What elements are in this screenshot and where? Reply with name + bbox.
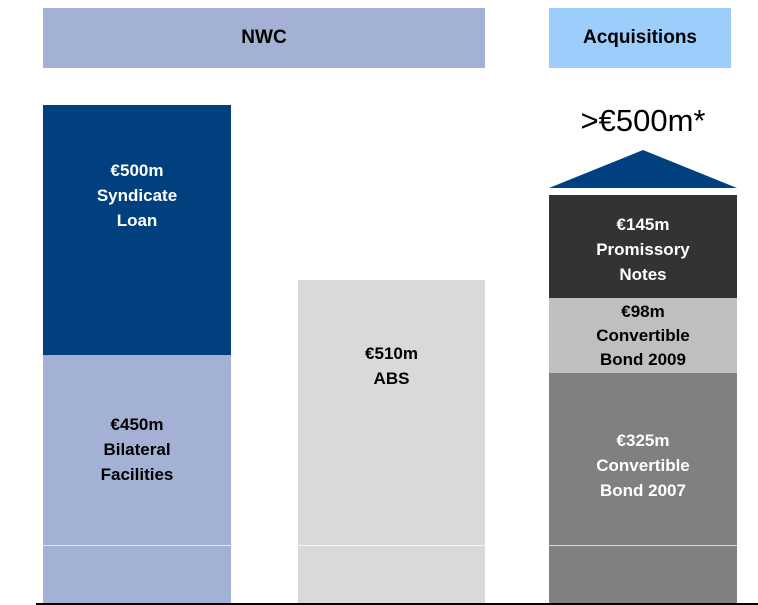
label-line: Syndicate — [96, 186, 178, 205]
axis-break — [298, 545, 485, 546]
block-label: €500m Syndicate Loan — [43, 158, 231, 233]
label-line: Bilateral — [103, 440, 171, 459]
label-line: Convertible — [596, 326, 690, 345]
header: NWC — [43, 8, 485, 68]
label-line: Notes — [619, 265, 667, 284]
label-line: Bond 2007 — [600, 481, 686, 500]
block: €510m ABS — [298, 280, 485, 605]
header: Acquisitions — [549, 8, 731, 68]
label-line: €450m — [110, 415, 164, 434]
label-line: €98m — [621, 302, 665, 321]
axis-break — [43, 545, 231, 546]
block-label: €325m Convertible Bond 2007 — [549, 428, 737, 503]
label-line: €325m — [616, 431, 670, 450]
block-label: €145m Promissory Notes — [549, 212, 737, 287]
baseline — [36, 603, 758, 605]
block-label: €98m Convertible Bond 2009 — [549, 300, 737, 372]
block-label: €450m Bilateral Facilities — [43, 412, 231, 487]
label-line: €510m — [365, 344, 418, 363]
label-line: €500m — [110, 161, 164, 180]
block: €98m Convertible Bond 2009 — [549, 298, 737, 373]
block: €325m Convertible Bond 2007 — [549, 373, 737, 605]
label-line: Facilities — [100, 465, 174, 484]
label-line: €145m — [616, 215, 670, 234]
block: €500m Syndicate Loan — [43, 105, 231, 355]
annotation: >€500m* — [580, 103, 706, 138]
label-line: Bond 2009 — [600, 350, 686, 369]
axis-break — [549, 545, 737, 546]
block: €450m Bilateral Facilities — [43, 355, 231, 605]
block: €145m Promissory Notes — [549, 195, 737, 298]
arrow — [549, 150, 737, 188]
arrow-head — [549, 150, 737, 188]
label-line: Convertible — [596, 456, 690, 475]
block-label: €510m ABS — [298, 341, 485, 391]
label-line: Promissory — [596, 240, 690, 259]
label-line: Loan — [116, 211, 158, 230]
label-line: ABS — [373, 369, 410, 388]
